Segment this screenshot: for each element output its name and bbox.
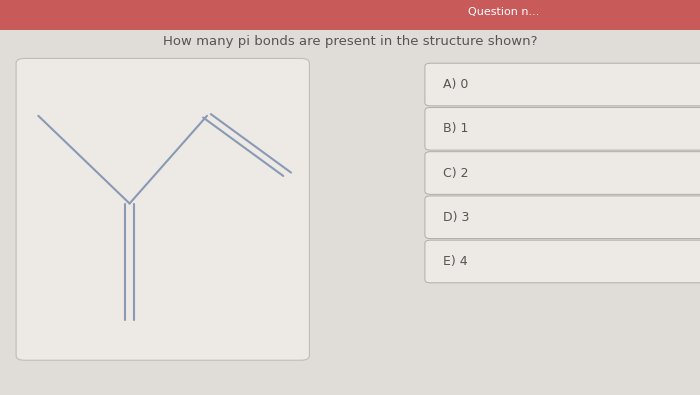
- FancyBboxPatch shape: [0, 0, 700, 30]
- Text: D) 3: D) 3: [443, 211, 470, 224]
- FancyBboxPatch shape: [425, 152, 700, 194]
- FancyBboxPatch shape: [425, 240, 700, 283]
- FancyBboxPatch shape: [425, 107, 700, 150]
- Text: E) 4: E) 4: [443, 255, 468, 268]
- Text: How many pi bonds are present in the structure shown?: How many pi bonds are present in the str…: [162, 35, 538, 48]
- Text: Question n...: Question n...: [468, 7, 540, 17]
- FancyBboxPatch shape: [16, 58, 309, 360]
- FancyBboxPatch shape: [425, 196, 700, 239]
- Text: A) 0: A) 0: [443, 78, 468, 91]
- Text: C) 2: C) 2: [443, 167, 468, 179]
- Text: B) 1: B) 1: [443, 122, 468, 135]
- FancyBboxPatch shape: [425, 63, 700, 106]
